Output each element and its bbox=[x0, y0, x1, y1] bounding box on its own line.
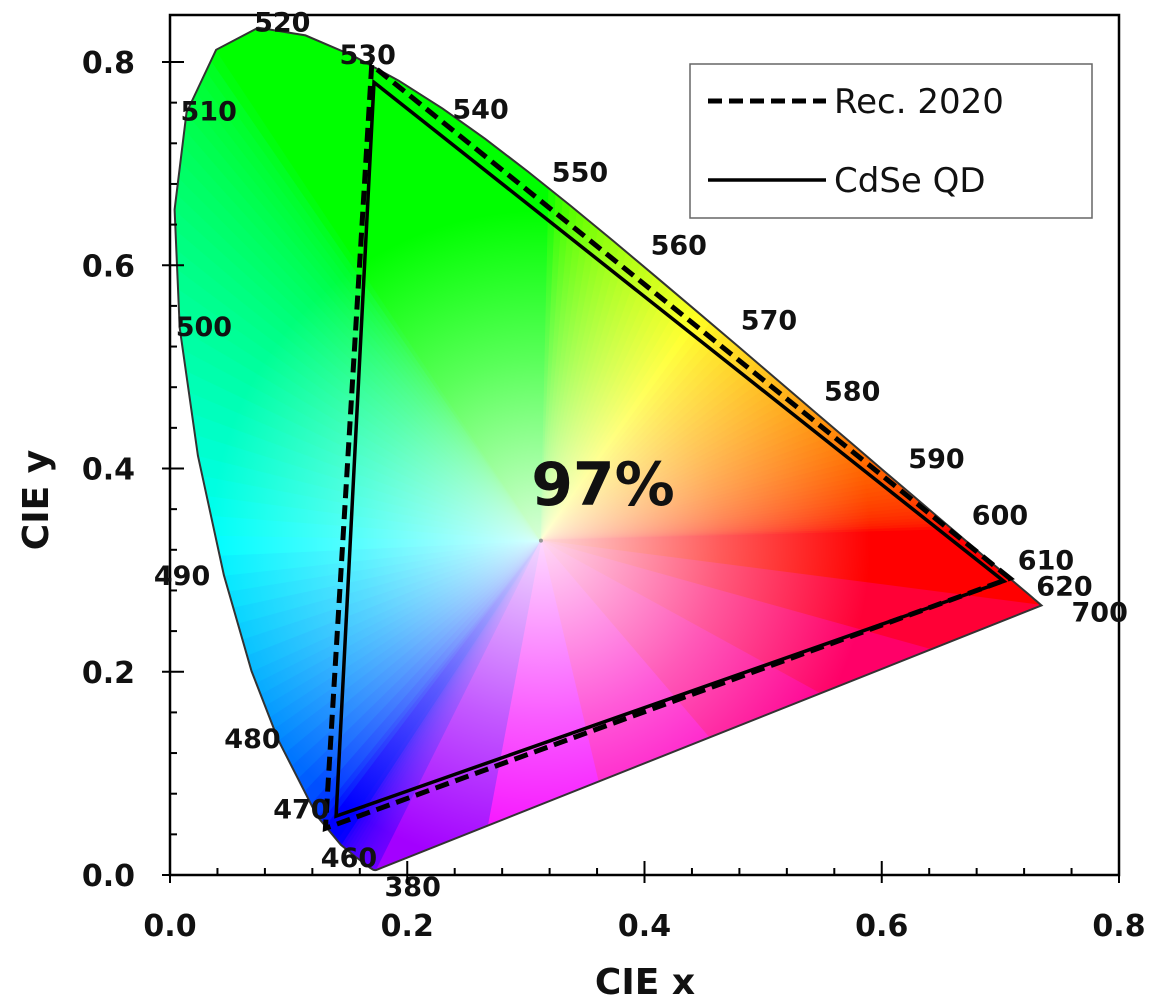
wavelength-label-480: 480 bbox=[224, 724, 280, 755]
legend-label-cdse-qd: CdSe QD bbox=[834, 161, 986, 201]
legend-label-rec2020: Rec. 2020 bbox=[834, 82, 1004, 122]
x-tick-label: 0.2 bbox=[381, 909, 434, 944]
wavelength-label-590: 590 bbox=[908, 444, 964, 475]
wavelength-label-470: 470 bbox=[273, 794, 329, 825]
axis-ticks bbox=[162, 61, 1120, 883]
y-tick-label: 0.8 bbox=[82, 46, 135, 81]
x-tick-label: 0.4 bbox=[618, 909, 671, 944]
wavelength-labels: 380 460 470 480 490 500 510 520 530 540 550 560 570 5… bbox=[154, 8, 1128, 903]
wavelength-label-610: 610 bbox=[1018, 546, 1074, 577]
y-tick-label: 0.2 bbox=[82, 656, 135, 691]
x-tick-label: 0.8 bbox=[1092, 909, 1145, 944]
wavelength-label-500: 500 bbox=[176, 312, 232, 343]
x-tick-label: 0.6 bbox=[855, 909, 908, 944]
wavelength-label-700: 700 bbox=[1072, 597, 1128, 628]
wavelength-label-580: 580 bbox=[824, 377, 880, 408]
wavelength-label-540: 540 bbox=[452, 94, 508, 125]
wavelength-label-620: 620 bbox=[1036, 572, 1092, 603]
wavelength-label-520: 520 bbox=[254, 8, 310, 39]
legend: Rec. 2020 CdSe QD bbox=[689, 63, 1093, 219]
y-tick-label: 0.0 bbox=[82, 859, 135, 894]
x-tick-label: 0.0 bbox=[143, 909, 196, 944]
wavelength-label-510: 510 bbox=[181, 97, 237, 128]
wavelength-label-460: 460 bbox=[321, 843, 377, 874]
wavelength-label-380: 380 bbox=[385, 872, 441, 903]
y-axis-title: CIE y bbox=[16, 450, 57, 550]
white-point-marker bbox=[538, 538, 543, 543]
gamut-coverage-annotation: 97% bbox=[531, 450, 675, 520]
x-tick-labels: 0.0 0.2 0.4 0.6 0.8 bbox=[143, 909, 1145, 944]
cdse-qd-gamut-triangle bbox=[334, 78, 1008, 819]
rec2020-gamut-triangle bbox=[322, 60, 1015, 832]
legend-box bbox=[689, 63, 1093, 219]
chromaticity-fill bbox=[174, 27, 1042, 871]
y-tick-label: 0.4 bbox=[82, 453, 135, 488]
wavelength-label-560: 560 bbox=[651, 230, 707, 261]
wavelength-label-600: 600 bbox=[972, 500, 1028, 531]
wavelength-label-550: 550 bbox=[552, 158, 608, 189]
wavelength-label-490: 490 bbox=[154, 561, 210, 592]
y-tick-labels: 0.0 0.2 0.4 0.6 0.8 bbox=[82, 46, 135, 894]
y-tick-label: 0.6 bbox=[82, 249, 135, 284]
wavelength-label-570: 570 bbox=[741, 305, 797, 336]
wavelength-label-530: 530 bbox=[340, 40, 396, 71]
x-axis-title: CIE x bbox=[595, 962, 695, 1003]
